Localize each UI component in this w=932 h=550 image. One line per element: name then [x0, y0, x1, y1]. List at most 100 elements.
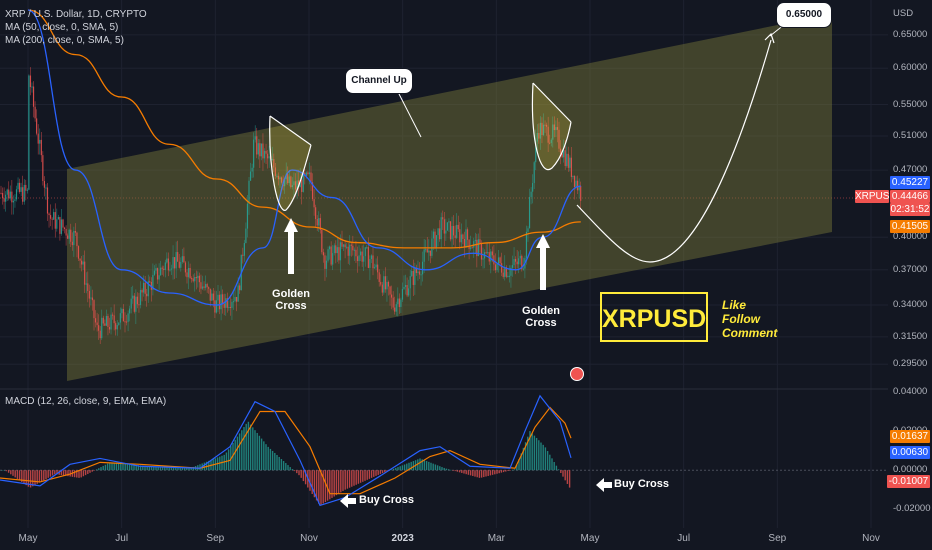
macd-histogram-bar — [267, 446, 269, 471]
candle-body — [546, 124, 548, 127]
candle-body — [285, 174, 287, 180]
candle-body — [566, 153, 568, 166]
candle-body — [465, 229, 467, 248]
candle-body — [346, 246, 348, 248]
macd-histogram-bar — [549, 454, 551, 471]
target-callout[interactable]: 0.65000 — [776, 2, 832, 28]
candle-body — [367, 247, 369, 268]
date-tick: Sep — [206, 533, 225, 544]
macd-line-badge: 0.00630 — [890, 446, 930, 459]
candle-body — [147, 281, 149, 297]
flag-icon[interactable] — [570, 367, 584, 381]
macd-histogram-bar — [263, 441, 265, 471]
price-tick: 0.34000 — [893, 299, 928, 311]
macd-histogram-bar — [498, 470, 500, 474]
symbol-title[interactable]: XRP / U.S. Dollar, 1D, CRYPTO — [5, 9, 147, 20]
candle-body — [527, 228, 529, 232]
candle-body — [81, 260, 83, 265]
candle-body — [313, 199, 315, 208]
candle-body — [54, 212, 56, 229]
candle-body — [389, 286, 391, 295]
candle-body — [425, 249, 427, 251]
candle-body — [108, 326, 111, 330]
candle-body — [146, 293, 148, 297]
candle-body — [460, 234, 462, 243]
buy-cross-arrow-2 — [596, 478, 612, 492]
ma200-line — [27, 9, 581, 249]
macd-legend[interactable]: MACD (12, 26, close, 9, EMA, EMA) — [5, 396, 167, 407]
macd-histogram-bar — [511, 469, 514, 471]
candle-body — [338, 247, 340, 261]
candle-body — [152, 274, 154, 290]
candle-body — [558, 129, 560, 149]
candle-body — [397, 298, 399, 305]
candle-body — [263, 150, 266, 159]
candle-body — [214, 300, 216, 313]
macd-histogram-bar — [36, 470, 38, 484]
annotation-arrows — [284, 218, 612, 508]
candle-body — [107, 316, 109, 327]
candle-body — [1, 193, 4, 199]
candle-body — [423, 249, 425, 262]
candle-body — [197, 275, 199, 279]
macd-histogram-bar — [368, 470, 371, 479]
candle-body — [561, 153, 563, 158]
channel-fill — [67, 14, 832, 381]
date-tick: Sep — [768, 533, 787, 544]
candle-body — [476, 239, 478, 257]
candle-body — [528, 197, 531, 229]
ma200-legend[interactable]: MA (200, close, 0, SMA, 5) — [5, 35, 124, 46]
candle-body — [370, 255, 373, 260]
macd-histogram-bar — [480, 470, 483, 478]
macd-histogram-bar — [179, 467, 181, 471]
candle-body — [569, 157, 571, 168]
candle-body — [279, 177, 281, 180]
macd-histogram-bar — [355, 470, 357, 485]
macd-histogram-bar — [148, 466, 151, 471]
candle-body — [494, 264, 497, 271]
candle-body — [294, 181, 297, 190]
macd-histogram-bar — [430, 462, 432, 471]
macd-histogram-bar — [311, 470, 313, 494]
candle-body — [183, 256, 185, 263]
candle-body — [422, 261, 424, 275]
candle-body — [149, 281, 151, 283]
candle-body — [332, 253, 334, 265]
candle-body — [133, 295, 135, 312]
macd-histogram-bar — [507, 470, 509, 471]
macd-histogram-bar — [282, 461, 285, 471]
ma50-legend[interactable]: MA (50, close, 0, SMA, 5) — [5, 22, 119, 33]
candle-body — [563, 150, 565, 158]
macd-histogram-bar — [353, 470, 355, 486]
macd-histogram-bar — [551, 458, 553, 471]
candle-body — [99, 330, 101, 339]
macd-histogram-bar — [137, 465, 140, 471]
candle-body — [439, 228, 441, 240]
candle-body — [473, 241, 475, 248]
projection-arrowhead — [764, 32, 775, 44]
macd-histogram-bar — [181, 467, 184, 471]
candle-body — [559, 148, 562, 154]
candle-body — [490, 251, 492, 262]
macd-histogram-bar — [450, 469, 452, 471]
candle-body — [276, 175, 278, 177]
candle-body — [287, 174, 289, 184]
channel-callout[interactable]: Channel Up — [345, 68, 413, 94]
candle-body — [96, 322, 98, 326]
candle-body — [112, 314, 114, 316]
candle-body — [575, 180, 577, 188]
macd-histogram-bar — [535, 437, 538, 471]
candle-body — [164, 262, 166, 270]
macd-histogram-bar — [76, 470, 78, 478]
candle-body — [167, 258, 169, 271]
candle-body — [443, 219, 445, 234]
candle-body — [457, 224, 459, 230]
candle-body — [429, 250, 431, 256]
macd-histogram-bar — [509, 470, 511, 471]
candle-body — [310, 172, 312, 183]
candle-body — [375, 264, 377, 268]
macd-histogram-bar — [375, 470, 377, 476]
macd-histogram-bar — [109, 462, 111, 471]
candle-body — [172, 257, 174, 269]
currency-label: USD — [893, 8, 914, 19]
